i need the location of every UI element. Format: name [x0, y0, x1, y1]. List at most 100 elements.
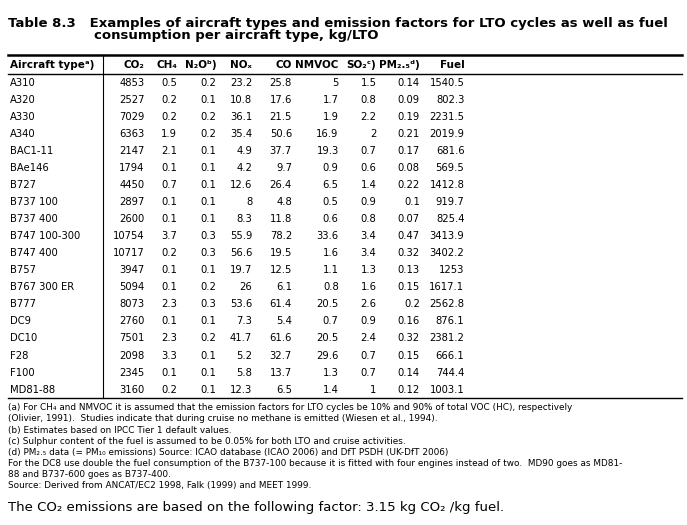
Text: 37.7: 37.7 [270, 146, 292, 156]
Text: 0.7: 0.7 [161, 180, 177, 190]
Text: 3413.9: 3413.9 [429, 231, 464, 241]
Text: B727: B727 [10, 180, 36, 190]
Text: 32.7: 32.7 [270, 351, 292, 361]
Text: A310: A310 [10, 78, 36, 88]
Text: 2.2: 2.2 [361, 112, 376, 122]
Text: 21.5: 21.5 [269, 112, 292, 122]
Text: 1.6: 1.6 [323, 248, 339, 258]
Text: (Olivier, 1991).  Studies indicate that during cruise no methane is emitted (Wie: (Olivier, 1991). Studies indicate that d… [8, 415, 438, 424]
Text: 5.4: 5.4 [276, 317, 292, 327]
Text: A340: A340 [10, 129, 36, 139]
Text: CH₄: CH₄ [157, 60, 177, 70]
Text: 1.4: 1.4 [361, 180, 376, 190]
Text: 0.1: 0.1 [201, 197, 216, 207]
Text: 0.1: 0.1 [161, 317, 177, 327]
Text: MD81-88: MD81-88 [10, 385, 56, 395]
Text: 12.5: 12.5 [269, 265, 292, 275]
Text: B747 100-300: B747 100-300 [10, 231, 80, 241]
Text: (c) Sulphur content of the fuel is assumed to be 0.05% for both LTO and cruise a: (c) Sulphur content of the fuel is assum… [8, 437, 406, 446]
Text: 6.1: 6.1 [276, 282, 292, 292]
Text: 3.4: 3.4 [361, 231, 376, 241]
Text: F100: F100 [10, 368, 35, 377]
Text: 2600: 2600 [119, 214, 144, 224]
Text: 0.2: 0.2 [161, 385, 177, 395]
Text: 19.5: 19.5 [269, 248, 292, 258]
Text: DC10: DC10 [10, 333, 38, 343]
Text: 10.8: 10.8 [230, 94, 252, 104]
Text: BAe146: BAe146 [10, 163, 49, 173]
Text: 4853: 4853 [119, 78, 144, 88]
Text: 0.14: 0.14 [398, 78, 420, 88]
Text: 0.1: 0.1 [161, 163, 177, 173]
Text: 1.6: 1.6 [361, 282, 376, 292]
Text: 0.12: 0.12 [398, 385, 420, 395]
Text: 4.9: 4.9 [236, 146, 252, 156]
Text: 1.7: 1.7 [323, 94, 339, 104]
Text: 1.3: 1.3 [323, 368, 339, 377]
Text: 2345: 2345 [119, 368, 144, 377]
Text: 2: 2 [370, 129, 376, 139]
Text: 61.4: 61.4 [270, 299, 292, 309]
Text: 8: 8 [246, 197, 252, 207]
Text: 0.2: 0.2 [201, 112, 216, 122]
Text: 2381.2: 2381.2 [429, 333, 464, 343]
Text: For the DC8 use double the fuel consumption of the B737-100 because it is fitted: For the DC8 use double the fuel consumpt… [8, 459, 622, 468]
Text: 3.3: 3.3 [161, 351, 177, 361]
Text: 0.9: 0.9 [323, 163, 339, 173]
Text: 0.3: 0.3 [201, 231, 216, 241]
Text: 6.5: 6.5 [276, 385, 292, 395]
Text: CO: CO [275, 60, 292, 70]
Text: 0.21: 0.21 [398, 129, 420, 139]
Text: 2.6: 2.6 [361, 299, 376, 309]
Text: 2760: 2760 [119, 317, 144, 327]
Text: 6.5: 6.5 [323, 180, 339, 190]
Text: 26: 26 [239, 282, 252, 292]
Text: 802.3: 802.3 [436, 94, 464, 104]
Text: 0.7: 0.7 [361, 368, 376, 377]
Text: 19.3: 19.3 [317, 146, 339, 156]
Text: 2147: 2147 [119, 146, 144, 156]
Text: 0.1: 0.1 [201, 368, 216, 377]
Text: 10754: 10754 [113, 231, 144, 241]
Text: 8.3: 8.3 [236, 214, 252, 224]
Text: 20.5: 20.5 [317, 333, 339, 343]
Text: 0.6: 0.6 [323, 214, 339, 224]
Text: 2527: 2527 [119, 94, 144, 104]
Text: 7.3: 7.3 [236, 317, 252, 327]
Text: 666.1: 666.1 [436, 351, 464, 361]
Text: 876.1: 876.1 [436, 317, 464, 327]
Text: 0.9: 0.9 [361, 317, 376, 327]
Text: Fuel: Fuel [440, 60, 464, 70]
Text: 0.08: 0.08 [398, 163, 420, 173]
Text: 0.1: 0.1 [404, 197, 420, 207]
Text: DC9: DC9 [10, 317, 32, 327]
Text: Table 8.3   Examples of aircraft types and emission factors for LTO cycles as we: Table 8.3 Examples of aircraft types and… [8, 17, 668, 30]
Text: 0.07: 0.07 [398, 214, 420, 224]
Text: 56.6: 56.6 [229, 248, 252, 258]
Text: B757: B757 [10, 265, 36, 275]
Text: 0.2: 0.2 [161, 94, 177, 104]
Text: 0.2: 0.2 [404, 299, 420, 309]
Text: 0.7: 0.7 [361, 351, 376, 361]
Text: PM₂.₅ᵈ): PM₂.₅ᵈ) [379, 60, 420, 70]
Text: 825.4: 825.4 [436, 214, 464, 224]
Text: 0.15: 0.15 [398, 351, 420, 361]
Text: 0.9: 0.9 [361, 197, 376, 207]
Text: 88 and B737-600 goes as B737-400.: 88 and B737-600 goes as B737-400. [8, 470, 171, 479]
Text: 569.5: 569.5 [436, 163, 464, 173]
Text: 0.17: 0.17 [398, 146, 420, 156]
Text: 0.1: 0.1 [201, 214, 216, 224]
Text: 6363: 6363 [119, 129, 144, 139]
Text: 0.7: 0.7 [323, 317, 339, 327]
Text: 12.6: 12.6 [229, 180, 252, 190]
Text: 0.2: 0.2 [161, 248, 177, 258]
Text: 0.1: 0.1 [161, 282, 177, 292]
Text: 2562.8: 2562.8 [429, 299, 464, 309]
Text: 5: 5 [333, 78, 339, 88]
Text: B737 400: B737 400 [10, 214, 58, 224]
Text: 78.2: 78.2 [270, 231, 292, 241]
Text: 2098: 2098 [119, 351, 144, 361]
Text: 0.3: 0.3 [201, 248, 216, 258]
Text: 9.7: 9.7 [276, 163, 292, 173]
Text: 0.2: 0.2 [201, 129, 216, 139]
